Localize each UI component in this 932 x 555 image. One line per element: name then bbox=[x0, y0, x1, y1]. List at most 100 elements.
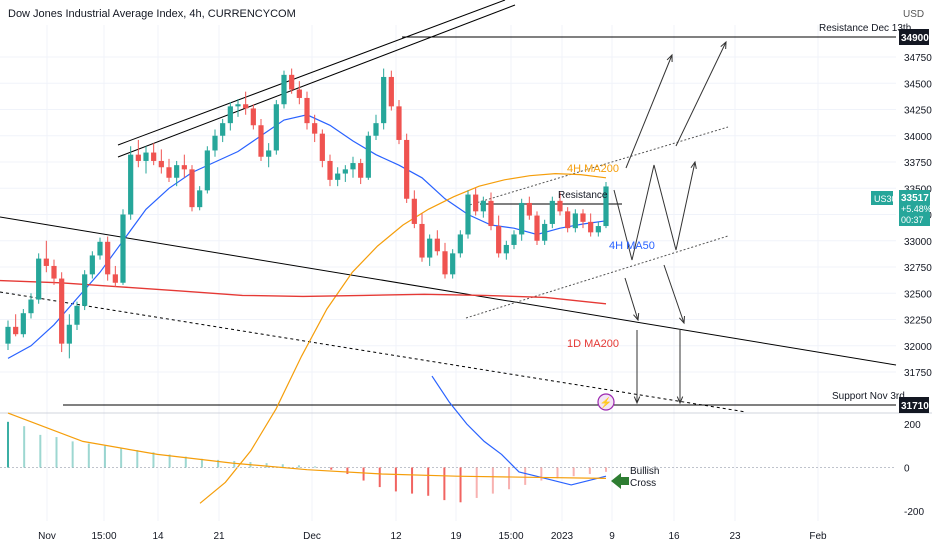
candle bbox=[511, 234, 517, 245]
candle bbox=[549, 200, 555, 224]
candle bbox=[565, 211, 571, 229]
time-tick-label: Dec bbox=[303, 531, 321, 542]
candle bbox=[434, 238, 440, 252]
down-projection-1 bbox=[624, 277, 639, 321]
price-tick-label: 33750 bbox=[904, 158, 932, 169]
candle bbox=[174, 165, 180, 178]
time-tick-label: Nov bbox=[38, 531, 56, 542]
price-tick-label: 34750 bbox=[904, 53, 932, 64]
dotted-channel-low bbox=[465, 235, 729, 319]
price-badge-line: 33517 bbox=[901, 193, 929, 204]
time-tick-label: 14 bbox=[152, 531, 164, 542]
candle bbox=[496, 226, 502, 254]
annotation-labels: Resistance Dec 13th Support Nov 3rd Resist… bbox=[558, 23, 911, 489]
candle bbox=[557, 200, 563, 212]
candle bbox=[603, 186, 609, 227]
price-tick-label: 33500 bbox=[904, 184, 932, 195]
candle bbox=[365, 135, 371, 178]
price-tick-label: 31750 bbox=[904, 368, 932, 379]
lightning-icon: ⚡ bbox=[600, 396, 612, 409]
up-projection-2 bbox=[675, 41, 727, 147]
projection-arrows bbox=[613, 40, 727, 405]
candle bbox=[519, 202, 525, 235]
price-tick-label: 32000 bbox=[904, 342, 932, 353]
candle bbox=[358, 163, 364, 178]
candle bbox=[427, 238, 433, 258]
candle bbox=[419, 223, 425, 258]
candle bbox=[266, 150, 272, 157]
ma200-1d-line bbox=[0, 279, 607, 305]
candle bbox=[450, 253, 456, 275]
candle bbox=[235, 104, 241, 107]
falling-trendline bbox=[0, 216, 897, 366]
candle bbox=[595, 226, 601, 233]
ma50-4h-label: 4H MA50 bbox=[609, 240, 655, 252]
macd-tick-label: 0 bbox=[904, 464, 910, 475]
up-projection-1 bbox=[625, 54, 673, 169]
level-badge-31710-bg bbox=[899, 397, 929, 413]
symbol-badge: US30 bbox=[874, 194, 897, 204]
candle bbox=[396, 106, 402, 140]
arrow-head bbox=[666, 53, 673, 63]
candle bbox=[503, 244, 509, 254]
alert-icon bbox=[597, 393, 615, 411]
candle bbox=[197, 190, 203, 208]
candle bbox=[36, 258, 42, 300]
channel-top-line bbox=[117, 0, 506, 146]
ma200-4h-label: 4H MA200 bbox=[567, 163, 619, 175]
bullish-label: Bullish bbox=[630, 466, 659, 477]
candle bbox=[181, 165, 187, 170]
candle bbox=[473, 194, 479, 212]
trendlines bbox=[0, 0, 897, 413]
arrow-head bbox=[720, 40, 727, 50]
dotted-channel-high bbox=[465, 126, 729, 207]
symbol-badge-bg bbox=[871, 191, 893, 205]
arrow-head bbox=[678, 315, 685, 325]
candle bbox=[526, 202, 532, 216]
candle bbox=[404, 139, 410, 199]
candle bbox=[13, 326, 19, 335]
arrow-head bbox=[633, 396, 641, 405]
candle bbox=[335, 173, 341, 180]
time-tick-label: 2023 bbox=[551, 531, 574, 542]
resistance-label: Resistance bbox=[558, 190, 608, 201]
macd-tick-label: 200 bbox=[904, 420, 921, 431]
candles bbox=[5, 68, 609, 359]
level-badge-31710: 31710 bbox=[901, 401, 929, 412]
time-tick-label: 21 bbox=[213, 531, 225, 542]
signal-line bbox=[7, 412, 607, 479]
time-tick-label: 16 bbox=[668, 531, 680, 542]
axes: 3475034500342503400033750335003325033000… bbox=[38, 29, 932, 542]
candle bbox=[43, 258, 49, 266]
price-tick-label: 34250 bbox=[904, 106, 932, 117]
time-tick-label: 15:00 bbox=[498, 531, 523, 542]
candle bbox=[20, 313, 26, 335]
macd-pane bbox=[0, 375, 896, 503]
candle bbox=[342, 169, 348, 174]
time-tick-label: 12 bbox=[390, 531, 402, 542]
candle bbox=[411, 198, 417, 224]
candle bbox=[465, 194, 471, 235]
candle bbox=[488, 200, 494, 227]
arrow-head bbox=[690, 160, 697, 169]
candle bbox=[120, 214, 126, 283]
cross-label: Cross bbox=[630, 478, 656, 489]
candle bbox=[542, 223, 548, 241]
channel-top-line-2 bbox=[117, 4, 516, 158]
candle bbox=[166, 167, 172, 178]
candle bbox=[105, 241, 111, 275]
time-tick-label: 15:00 bbox=[91, 531, 116, 542]
candle bbox=[312, 123, 318, 134]
candle bbox=[89, 255, 95, 275]
candle bbox=[189, 169, 195, 208]
ma200-4h-line bbox=[199, 172, 607, 504]
candle bbox=[480, 200, 486, 212]
time-tick-label: 9 bbox=[609, 531, 615, 542]
zigzag-projection bbox=[613, 161, 696, 261]
candle bbox=[457, 234, 463, 254]
candle bbox=[5, 326, 11, 344]
candle bbox=[158, 160, 164, 168]
